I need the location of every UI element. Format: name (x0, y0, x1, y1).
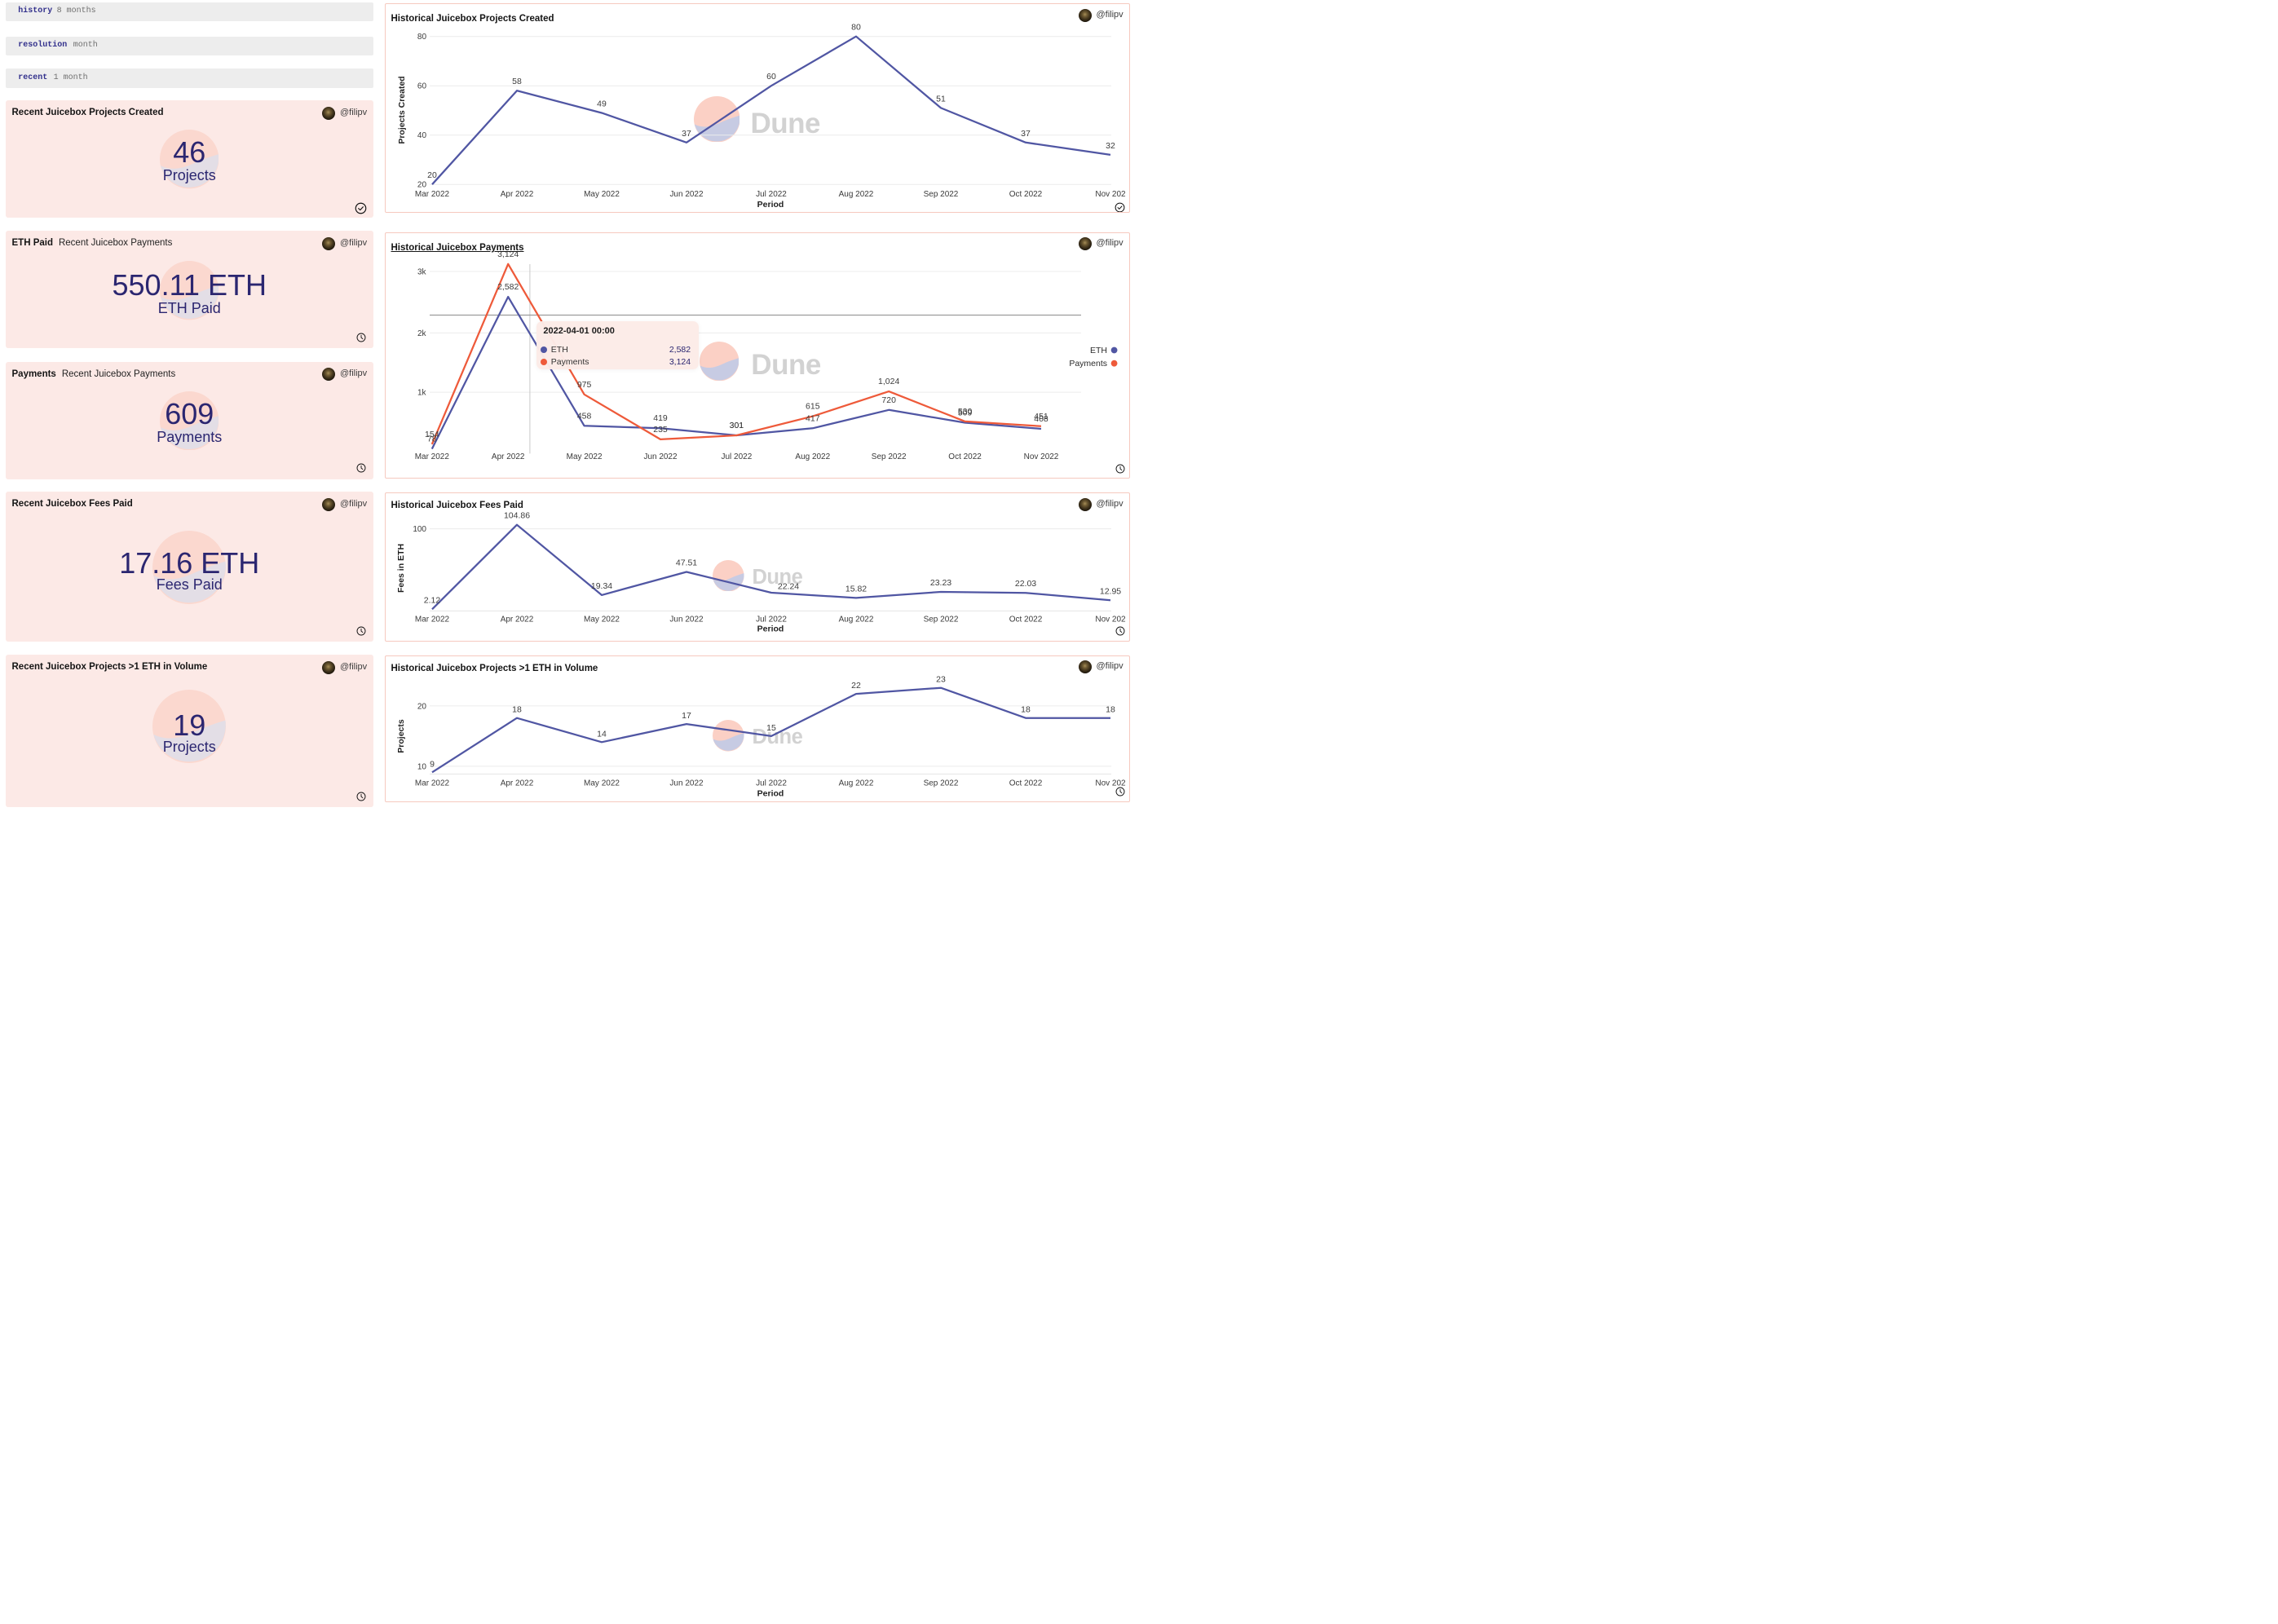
svg-text:37: 37 (682, 130, 691, 139)
svg-text:47.51: 47.51 (676, 558, 697, 568)
svg-text:Projects Created: Projects Created (398, 77, 407, 144)
svg-text:23.23: 23.23 (930, 578, 951, 588)
svg-text:22: 22 (851, 681, 861, 691)
svg-text:Mar 2022: Mar 2022 (415, 452, 450, 461)
svg-text:417: 417 (806, 414, 820, 423)
svg-text:Apr 2022: Apr 2022 (501, 779, 534, 788)
svg-text:14: 14 (597, 729, 607, 739)
svg-text:720: 720 (881, 395, 896, 404)
svg-text:18: 18 (512, 704, 522, 714)
svg-text:154: 154 (425, 430, 439, 439)
svg-text:15.82: 15.82 (845, 584, 867, 594)
svg-text:10: 10 (417, 762, 427, 771)
svg-text:Nov 202: Nov 202 (1095, 779, 1126, 788)
svg-text:2k: 2k (417, 329, 426, 338)
svg-text:Sep 2022: Sep 2022 (872, 452, 907, 461)
svg-text:Jun 2022: Jun 2022 (669, 779, 704, 788)
svg-text:3,124: 3,124 (497, 249, 519, 258)
svg-text:Jul 2022: Jul 2022 (756, 779, 787, 788)
svg-text:Apr 2022: Apr 2022 (501, 190, 534, 199)
svg-text:60: 60 (417, 82, 427, 91)
svg-text:22.24: 22.24 (778, 582, 799, 592)
svg-text:Jun 2022: Jun 2022 (643, 452, 678, 461)
svg-text:80: 80 (851, 24, 861, 33)
svg-text:Aug 2022: Aug 2022 (795, 452, 830, 461)
svg-text:51: 51 (936, 95, 946, 104)
svg-text:Nov 2022: Nov 2022 (1024, 452, 1059, 461)
svg-text:20: 20 (417, 702, 427, 711)
svg-text:530: 530 (958, 407, 973, 416)
svg-text:301: 301 (730, 421, 744, 430)
svg-text:Mar 2022: Mar 2022 (415, 190, 450, 199)
svg-text:Projects: Projects (396, 719, 406, 753)
svg-text:Jul 2022: Jul 2022 (756, 190, 787, 199)
svg-text:Apr 2022: Apr 2022 (492, 452, 525, 461)
svg-text:19.34: 19.34 (591, 581, 612, 591)
svg-text:78: 78 (427, 435, 437, 444)
svg-text:Period: Period (757, 788, 784, 798)
svg-text:18: 18 (1021, 704, 1031, 714)
svg-text:80: 80 (417, 33, 427, 42)
svg-text:32: 32 (1106, 142, 1115, 151)
svg-text:Apr 2022: Apr 2022 (501, 615, 534, 624)
svg-text:100: 100 (413, 525, 426, 534)
svg-text:235: 235 (653, 425, 668, 434)
svg-text:301: 301 (730, 421, 744, 430)
svg-text:May 2022: May 2022 (584, 779, 620, 788)
svg-text:Sep 2022: Sep 2022 (924, 190, 959, 199)
svg-text:Jun 2022: Jun 2022 (669, 190, 704, 199)
svg-text:37: 37 (1021, 130, 1031, 139)
svg-text:58: 58 (512, 77, 522, 86)
svg-text:451: 451 (1034, 412, 1048, 421)
svg-text:Oct 2022: Oct 2022 (948, 452, 982, 461)
svg-text:Nov 202: Nov 202 (1095, 190, 1126, 199)
svg-text:509: 509 (958, 408, 973, 417)
svg-text:17: 17 (682, 711, 691, 721)
svg-text:Fees in ETH: Fees in ETH (396, 544, 406, 593)
svg-text:Oct 2022: Oct 2022 (1009, 779, 1043, 788)
svg-text:1k: 1k (417, 388, 426, 397)
svg-text:Aug 2022: Aug 2022 (839, 779, 874, 788)
svg-text:2.12: 2.12 (424, 595, 441, 605)
svg-text:22.03: 22.03 (1015, 579, 1036, 589)
svg-text:Oct 2022: Oct 2022 (1009, 615, 1043, 624)
svg-text:23: 23 (936, 674, 946, 684)
svg-text:3k: 3k (417, 267, 426, 276)
svg-text:49: 49 (597, 100, 607, 109)
svg-text:419: 419 (653, 414, 668, 423)
svg-text:May 2022: May 2022 (584, 615, 620, 624)
svg-text:Jun 2022: Jun 2022 (669, 615, 704, 624)
svg-text:Period: Period (757, 201, 784, 210)
svg-text:104.86: 104.86 (504, 511, 530, 521)
svg-text:Oct 2022: Oct 2022 (1009, 190, 1043, 199)
svg-text:Payments: Payments (1069, 360, 1107, 368)
svg-text:ETH: ETH (1090, 346, 1107, 355)
svg-text:60: 60 (766, 73, 776, 82)
svg-text:May 2022: May 2022 (584, 190, 620, 199)
svg-text:Sep 2022: Sep 2022 (924, 779, 959, 788)
svg-text:Period: Period (757, 624, 784, 634)
svg-text:Aug 2022: Aug 2022 (839, 615, 874, 624)
svg-text:Sep 2022: Sep 2022 (924, 615, 959, 624)
svg-text:40: 40 (417, 131, 427, 140)
svg-text:18: 18 (1106, 704, 1115, 714)
svg-text:408: 408 (1034, 414, 1048, 423)
svg-text:2,582: 2,582 (497, 283, 519, 292)
svg-text:Aug 2022: Aug 2022 (839, 190, 874, 199)
svg-text:Mar 2022: Mar 2022 (415, 615, 450, 624)
svg-text:9: 9 (430, 759, 435, 769)
svg-text:20: 20 (417, 181, 427, 190)
svg-text:15: 15 (766, 722, 776, 732)
svg-text:12.95: 12.95 (1100, 586, 1121, 596)
svg-text:May 2022: May 2022 (567, 452, 603, 461)
svg-text:Jul 2022: Jul 2022 (756, 615, 787, 624)
svg-text:1,024: 1,024 (878, 377, 899, 386)
svg-text:Nov 202: Nov 202 (1095, 615, 1126, 624)
svg-text:Jul 2022: Jul 2022 (722, 452, 753, 461)
svg-text:Mar 2022: Mar 2022 (415, 779, 450, 788)
svg-text:458: 458 (577, 412, 592, 421)
svg-text:615: 615 (806, 402, 820, 411)
svg-text:975: 975 (577, 380, 592, 389)
svg-text:20: 20 (427, 171, 437, 180)
